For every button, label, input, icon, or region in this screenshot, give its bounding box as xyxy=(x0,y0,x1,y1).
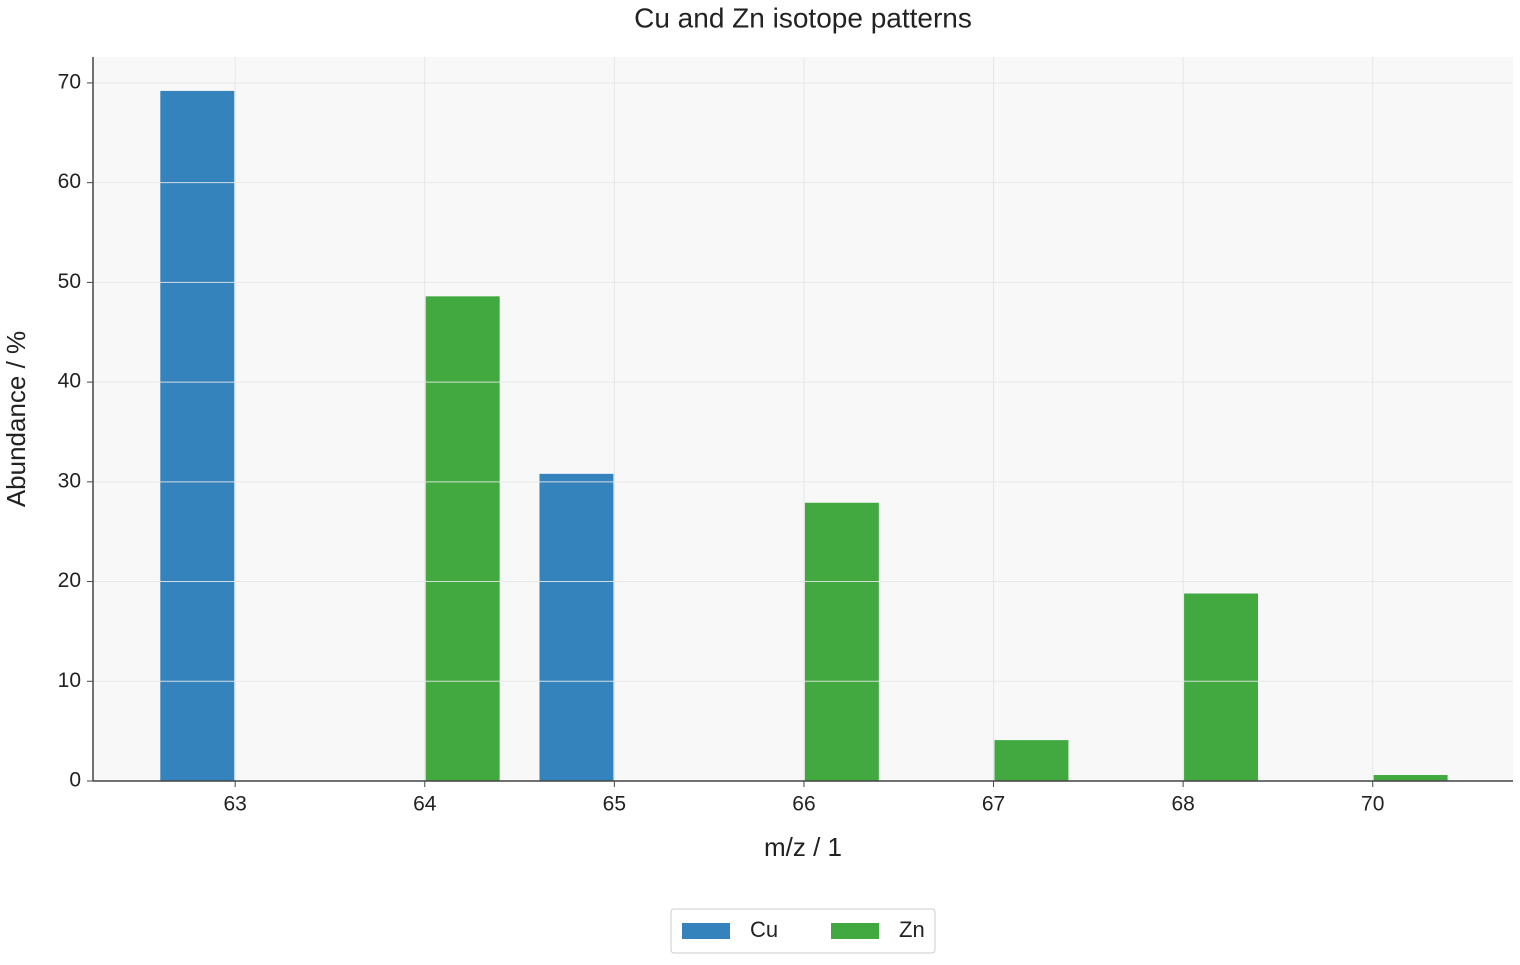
legend xyxy=(670,908,936,954)
bar xyxy=(160,90,235,782)
y-tick-label: 10 xyxy=(58,669,81,692)
bar xyxy=(804,502,879,781)
y-tick-label: 50 xyxy=(58,270,81,293)
bar xyxy=(994,740,1069,781)
legend-label: Cu xyxy=(750,917,778,942)
y-tick-label: 40 xyxy=(58,370,81,393)
y-tick-label: 0 xyxy=(69,769,81,792)
x-tick-label: 66 xyxy=(792,793,815,816)
chart-title: Cu and Zn isotope patterns xyxy=(634,2,972,33)
x-tick-label: 68 xyxy=(1171,793,1194,816)
y-tick-label: 60 xyxy=(58,170,81,193)
y-tick-label: 20 xyxy=(58,569,81,592)
y-axis-label: Abundance / % xyxy=(1,331,31,507)
legend-swatch xyxy=(831,923,879,939)
plot-area xyxy=(93,57,1513,781)
bar xyxy=(1373,775,1448,781)
x-tick-label: 65 xyxy=(603,793,626,816)
y-tick-label: 30 xyxy=(58,469,81,492)
x-tick-label: 63 xyxy=(224,793,247,816)
bar xyxy=(539,473,614,781)
legend-label: Zn xyxy=(899,917,925,942)
x-axis-label: m/z / 1 xyxy=(764,832,842,862)
x-tick-label: 70 xyxy=(1361,793,1384,816)
bar xyxy=(425,296,500,781)
x-tick-label: 64 xyxy=(413,793,437,816)
y-tick-label: 70 xyxy=(58,70,81,93)
bar xyxy=(1184,593,1259,781)
legend-swatch xyxy=(682,923,730,939)
x-tick-label: 67 xyxy=(982,793,1005,816)
